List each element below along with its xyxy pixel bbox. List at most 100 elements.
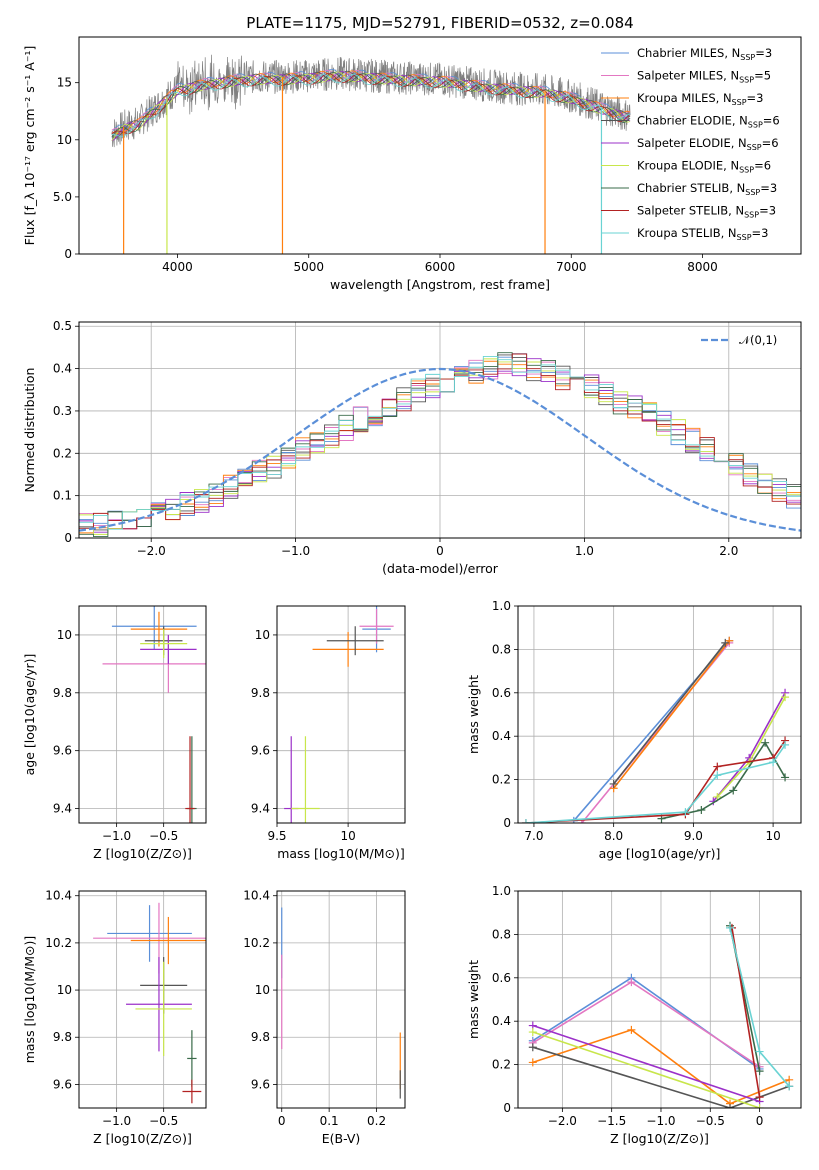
y-tick-label: 15 bbox=[57, 76, 72, 90]
y-tick-label: 0 bbox=[64, 531, 72, 545]
y-tick-label: 9.6 bbox=[251, 1077, 270, 1091]
y-tick-label: 5.0 bbox=[53, 190, 72, 204]
figure-title: PLATE=1175, MJD=52791, FIBERID=0532, z=0… bbox=[246, 14, 633, 32]
x-axis-label: Z [log10(Z/Z⊙)] bbox=[93, 1131, 192, 1146]
mass-weight-line bbox=[532, 1029, 790, 1105]
x-axis-label: Z [log10(Z/Z⊙)] bbox=[610, 1131, 709, 1146]
y-tick-label: 0 bbox=[64, 247, 72, 261]
axes-frame bbox=[78, 605, 207, 824]
y-axis-label: age [log10(age/yr)] bbox=[22, 654, 37, 776]
x-tick-label: −1.0 bbox=[646, 1114, 675, 1128]
mass-weight-marker bbox=[721, 638, 730, 647]
mass-weight-line bbox=[661, 741, 786, 820]
mass-weight-line bbox=[525, 744, 786, 823]
x-tick-label: 8.0 bbox=[604, 829, 623, 843]
mass-weight-line bbox=[532, 1024, 760, 1103]
x-tick-label: 10 bbox=[340, 829, 355, 843]
y-tick-label: 0.3 bbox=[53, 404, 72, 418]
mass-weight-marker bbox=[755, 1104, 764, 1108]
y-tick-label: 9.8 bbox=[251, 1030, 270, 1044]
x-tick-label: 10 bbox=[765, 829, 780, 843]
legend-label: Chabrier ELODIE, NSSP=6 bbox=[637, 114, 780, 130]
x-axis-label: mass [log10(M/M⊙)] bbox=[277, 846, 405, 861]
mass-weight-marker bbox=[697, 805, 706, 814]
y-tick-label: 10.4 bbox=[45, 889, 72, 903]
errorbar-point bbox=[135, 961, 192, 1057]
plot-area bbox=[284, 606, 394, 823]
axes-frame bbox=[276, 605, 406, 824]
x-tick-label: −1.0 bbox=[281, 544, 310, 558]
mass-weight-line bbox=[532, 1031, 760, 1108]
legend-label: Kroupa MILES, NSSP=3 bbox=[637, 91, 763, 107]
plot-area bbox=[102, 606, 206, 823]
errorbar-point bbox=[107, 905, 192, 962]
age-vs-mass-panel: 9.5 10 9.4 9.6 9.8 10 mass [log10(M/M⊙)] bbox=[251, 605, 406, 861]
mass-weight-marker bbox=[726, 1104, 735, 1108]
errorbar-point bbox=[326, 626, 384, 656]
mass-weight-line bbox=[532, 981, 761, 1068]
legend-label: Salpeter ELODIE, NSSP=6 bbox=[637, 136, 779, 152]
age-vs-metallicity-panel: −1.0 −0.5 9.4 9.6 9.8 10 Z [log10(Z/Z⊙)] age [l… bbox=[22, 605, 207, 861]
x-tick-label: −2.0 bbox=[137, 544, 166, 558]
legend-label: Salpeter STELIB, NSSP=3 bbox=[637, 204, 776, 220]
legend-label: Salpeter MILES, NSSP=5 bbox=[637, 69, 771, 85]
mass-vs-metallicity-panel: −1.0 −0.5 9.6 9.8 10 10.2 10.4 Z [log10(Z/Z⊙)] m… bbox=[22, 889, 207, 1146]
axes-frame bbox=[78, 890, 207, 1109]
mass-weight-marker bbox=[785, 1082, 794, 1091]
mass-weight-marker bbox=[761, 738, 770, 747]
x-axis-label: E(B-V) bbox=[322, 1131, 361, 1146]
x-tick-label: 7000 bbox=[556, 260, 587, 274]
errorbar-point bbox=[130, 916, 206, 965]
mass-weight-marker bbox=[755, 1067, 764, 1076]
axes-frame bbox=[276, 890, 406, 1109]
y-tick-label: 0 bbox=[503, 1101, 511, 1115]
x-tick-label: −0.5 bbox=[149, 1114, 178, 1128]
y-tick-label: 10 bbox=[255, 628, 270, 642]
model-spectrum-line bbox=[111, 73, 631, 135]
errorbar-point bbox=[182, 1079, 202, 1104]
mass-weight-line bbox=[712, 692, 786, 802]
y-tick-label: 10.4 bbox=[243, 889, 270, 903]
y-axis-label: Flux [f_λ 10⁻¹⁷ erg cm⁻² s⁻¹ A⁻¹] bbox=[22, 46, 37, 246]
errorbar-point bbox=[312, 632, 384, 667]
mass-weight-marker bbox=[781, 693, 790, 702]
x-tick-label: −0.5 bbox=[696, 1114, 725, 1128]
x-tick-label: 0 bbox=[756, 1114, 764, 1128]
axes-frame bbox=[78, 36, 802, 255]
mass-weight-marker bbox=[713, 771, 722, 780]
mass-weight-marker bbox=[609, 779, 618, 788]
y-tick-label: 0.6 bbox=[492, 686, 511, 700]
plot-area bbox=[521, 636, 790, 823]
y-tick-label: 1.0 bbox=[492, 884, 511, 898]
mass-weight-marker bbox=[781, 740, 790, 749]
y-tick-label: 0.6 bbox=[492, 971, 511, 985]
residuals-panel: −2.0 −1.0 0 1.0 2.0 0 0.1 0.2 0.3 0.4 0.5 (data-mod… bbox=[22, 319, 802, 576]
y-tick-label: 9.8 bbox=[251, 686, 270, 700]
mass-weight-marker bbox=[781, 773, 790, 782]
y-tick-label: 9.6 bbox=[251, 744, 270, 758]
x-tick-label: −1.0 bbox=[102, 829, 131, 843]
y-axis-label: Normed distribution bbox=[22, 368, 37, 493]
y-axis-label: mass [log10(M/M⊙)] bbox=[22, 936, 37, 1064]
x-tick-label: 1.0 bbox=[575, 544, 594, 558]
x-tick-label: −2.0 bbox=[548, 1114, 577, 1128]
spectrum-panel: 4000 5000 6000 7000 8000 0 5.0 10 15 wavelength [… bbox=[22, 36, 802, 292]
x-tick-label: 0.2 bbox=[367, 1114, 386, 1128]
x-tick-label: 5000 bbox=[293, 260, 324, 274]
y-tick-label: 9.4 bbox=[53, 802, 72, 816]
plot-area bbox=[93, 902, 206, 1104]
legend-label: Kroupa ELODIE, NSSP=6 bbox=[637, 159, 771, 175]
x-tick-label: −1.5 bbox=[597, 1114, 626, 1128]
errorbar-point bbox=[140, 629, 188, 659]
massweight-vs-metallicity-panel: −2.0 −1.5 −1.0 −0.5 0 0 0.2 0.4 0.6 0.8 1.0 Z [log1… bbox=[466, 884, 802, 1146]
y-tick-label: 0.8 bbox=[492, 642, 511, 656]
y-tick-label: 0.5 bbox=[53, 319, 72, 333]
mass-weight-marker bbox=[769, 758, 778, 767]
axes-frame bbox=[517, 605, 802, 824]
legend-label: Chabrier MILES, NSSP=3 bbox=[637, 46, 772, 62]
y-tick-label: 0.8 bbox=[492, 927, 511, 941]
mass-weight-marker bbox=[528, 1058, 537, 1067]
observed-spectrum-line bbox=[111, 54, 631, 148]
y-tick-label: 1.0 bbox=[492, 599, 511, 613]
mass-weight-marker bbox=[755, 1047, 764, 1056]
